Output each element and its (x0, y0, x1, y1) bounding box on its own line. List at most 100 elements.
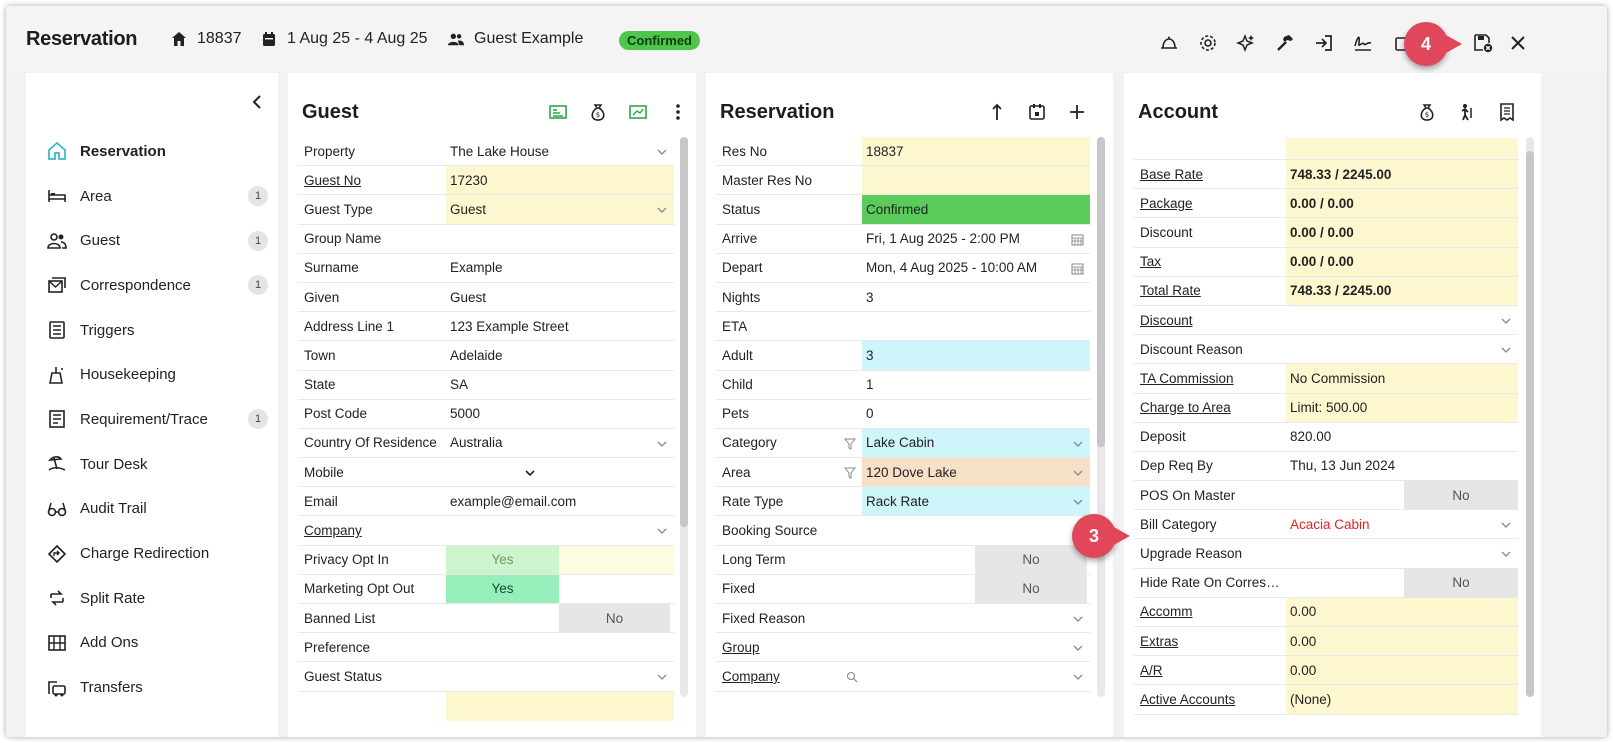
category-select[interactable]: Lake Cabin (862, 428, 1090, 458)
search-icon[interactable] (846, 671, 858, 683)
signature-icon[interactable] (1352, 32, 1374, 54)
state-field[interactable]: SA (450, 377, 469, 393)
money-bag-icon[interactable]: $ (1416, 101, 1438, 123)
fixed-yes-toggle[interactable] (862, 575, 975, 603)
chevron-down-icon[interactable] (656, 525, 668, 537)
sidebar-item-charge-redirection[interactable]: Charge Redirection (46, 531, 268, 576)
row-master-res-no[interactable]: Master Res No (716, 166, 1090, 196)
row-postcode[interactable]: Post Code 5000 (298, 400, 674, 429)
chevron-down-icon[interactable] (1072, 642, 1084, 654)
chevron-down-icon[interactable] (1072, 496, 1084, 508)
row-fixed[interactable]: Fixed No (716, 574, 1090, 604)
sidebar-item-housekeeping[interactable]: Housekeeping (46, 352, 268, 397)
privacy-no-toggle[interactable] (559, 545, 674, 574)
chevron-down-icon[interactable] (1072, 467, 1084, 479)
upload-arrow-icon[interactable] (986, 101, 1008, 123)
status-field[interactable]: Confirmed (862, 195, 1090, 224)
calendar-icon[interactable] (1071, 233, 1084, 246)
row-nights[interactable]: Nights 3 (716, 283, 1090, 313)
guest-type-select[interactable]: Guest (446, 195, 674, 224)
chevron-down-icon[interactable] (1500, 344, 1512, 356)
chevron-down-icon[interactable] (656, 146, 668, 158)
surname-field[interactable]: Example (450, 260, 503, 276)
sidebar-item-triggers[interactable]: Triggers (46, 308, 268, 353)
person-walking-icon[interactable] (1456, 101, 1478, 123)
fixed-reason-select[interactable] (862, 604, 1090, 632)
privacy-yes-toggle[interactable]: Yes (446, 545, 559, 574)
gear-icon[interactable] (1197, 32, 1219, 54)
row-child[interactable]: Child 1 (716, 371, 1090, 400)
calendar-icon[interactable] (1026, 101, 1048, 123)
row-company[interactable]: Company (716, 662, 1090, 692)
bell-icon[interactable] (1158, 32, 1180, 54)
sidebar-item-audit-trail[interactable]: Audit Trail (46, 487, 268, 532)
res-company-select[interactable] (862, 662, 1090, 690)
chevron-down-icon[interactable] (656, 438, 668, 450)
group-name-field[interactable] (446, 225, 674, 253)
sidebar-item-reservation[interactable]: Reservation (46, 129, 268, 174)
money-bag-icon[interactable]: $ (587, 101, 609, 123)
long-term-no-toggle[interactable]: No (975, 545, 1087, 574)
more-menu-icon[interactable] (667, 101, 689, 123)
row-bill-category[interactable]: Bill Category Acacia Cabin (1134, 510, 1518, 540)
mobile-field[interactable] (446, 458, 674, 486)
pos-no-toggle[interactable]: No (1404, 481, 1518, 510)
group-select[interactable] (862, 633, 1090, 661)
row-eta[interactable]: ETA (716, 312, 1090, 342)
chevron-down-icon[interactable] (1072, 671, 1084, 683)
chevron-down-icon[interactable] (656, 671, 668, 683)
banned-no-toggle[interactable]: No (559, 604, 670, 633)
row-group[interactable]: Group (716, 633, 1090, 663)
country-select[interactable]: Australia (450, 435, 503, 451)
sidebar-item-add-ons[interactable]: Add Ons (46, 621, 268, 666)
pets-field[interactable]: 0 (866, 406, 874, 422)
sidebar-item-tour-desk[interactable]: Tour Desk (46, 442, 268, 487)
row-arrive[interactable]: Arrive Fri, 1 Aug 2025 - 2:00 PM (716, 225, 1090, 254)
row-discount-amount[interactable]: Discount 0.00 / 0.00 (1134, 218, 1518, 248)
bill-category-select[interactable]: Acacia Cabin (1290, 516, 1370, 532)
sidebar-item-area[interactable]: Area 1 (46, 174, 268, 219)
row-charge-to-area[interactable]: Charge to Area Limit: 500.00 (1134, 393, 1518, 423)
long-term-yes-toggle[interactable] (862, 546, 975, 574)
email-field[interactable]: example@email.com (450, 493, 577, 509)
deposit-field[interactable]: 820.00 (1290, 429, 1332, 445)
guest-status-select[interactable] (446, 662, 674, 690)
row-town[interactable]: Town Adelaide (298, 341, 674, 371)
row-rate-type[interactable]: Rate Type Rack Rate (716, 487, 1090, 517)
calendar-icon[interactable] (1071, 262, 1084, 275)
booking-source-field[interactable] (862, 516, 1090, 544)
guest-no-field[interactable]: 17230 (446, 166, 674, 195)
row-dep-req-by[interactable]: Dep Req By Thu, 13 Jun 2024 (1134, 452, 1518, 482)
row-extras[interactable]: Extras 0.00 (1134, 627, 1518, 657)
account-scrollbar[interactable] (1526, 137, 1534, 697)
row-privacy-opt-in[interactable]: Privacy Opt In Yes (298, 545, 674, 575)
sidebar-item-requirement-trace[interactable]: Requirement/Trace 1 (46, 397, 268, 442)
row-booking-source[interactable]: Booking Source (716, 516, 1090, 546)
chevron-down-icon[interactable] (1500, 519, 1512, 531)
chevron-down-icon[interactable] (1072, 438, 1084, 450)
row-area[interactable]: Area 120 Dove Lake (716, 458, 1090, 488)
upgrade-reason-select[interactable] (1286, 539, 1518, 567)
ta-commission-value[interactable]: No Commission (1286, 364, 1518, 393)
row-guest-type[interactable]: Guest Type Guest (298, 195, 674, 225)
chevron-down-icon[interactable] (1072, 613, 1084, 625)
row-tax[interactable]: Tax 0.00 / 0.00 (1134, 247, 1518, 277)
postcode-field[interactable]: 5000 (450, 406, 481, 422)
address-field[interactable]: 123 Example Street (450, 318, 569, 334)
chevron-down-icon[interactable] (1500, 315, 1512, 327)
row-address[interactable]: Address Line 1 123 Example Street (298, 312, 674, 342)
company-select[interactable] (446, 516, 674, 544)
filter-icon[interactable] (844, 467, 856, 479)
receipt-icon[interactable] (1496, 101, 1518, 123)
guest-scrollbar[interactable] (680, 137, 688, 697)
row-fixed-reason[interactable]: Fixed Reason (716, 604, 1090, 634)
dep-req-by-field[interactable]: Thu, 13 Jun 2024 (1290, 458, 1396, 474)
chevron-down-icon[interactable] (524, 467, 536, 479)
collapse-sidebar-icon[interactable] (248, 93, 266, 111)
filter-icon[interactable] (844, 438, 856, 450)
row-surname[interactable]: Surname Example (298, 254, 674, 283)
banned-yes-toggle[interactable] (446, 604, 559, 632)
discount-reason-select[interactable] (1286, 335, 1518, 363)
arrive-field[interactable]: Fri, 1 Aug 2025 - 2:00 PM (866, 231, 1020, 247)
row-company[interactable]: Company (298, 516, 674, 546)
